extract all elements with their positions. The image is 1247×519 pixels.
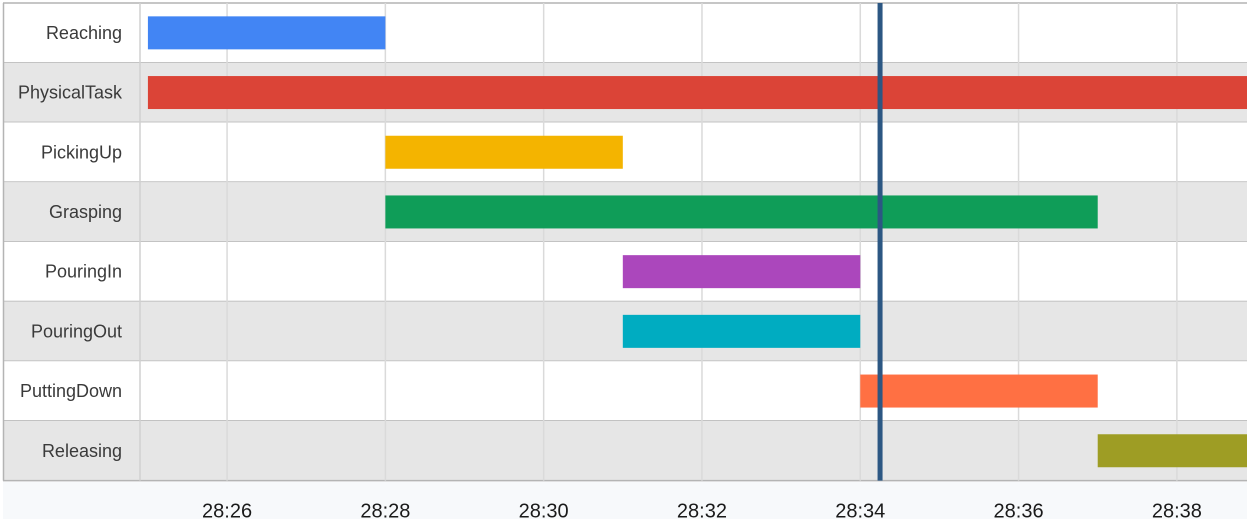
- x-axis: 28:26 28:28 28:30 28:32 28:34 28:36 28:38: [3, 481, 1247, 519]
- task-bar: [622, 255, 861, 289]
- row-backgrounds: [2, 2, 1247, 482]
- row-label: Releasing: [42, 441, 122, 461]
- row-background: [3, 122, 1247, 183]
- task-bar: [147, 16, 386, 50]
- current-time-marker: [877, 3, 883, 481]
- x-tick-label: 28:34: [835, 501, 885, 519]
- x-tick-label: 28:36: [994, 501, 1044, 519]
- task-bars: [147, 16, 1247, 468]
- x-tick-label: 28:30: [519, 501, 569, 519]
- row-label: PhysicalTask: [18, 83, 123, 103]
- row-label: PouringIn: [45, 262, 122, 282]
- task-bar: [1097, 434, 1247, 468]
- task-bar: [622, 314, 861, 348]
- axis-background: [3, 481, 1247, 519]
- x-tick-label: 28:32: [677, 501, 727, 519]
- current-time-line: [877, 3, 883, 481]
- x-tick-label: 28:28: [360, 501, 410, 519]
- x-tick-label: 28:38: [1152, 501, 1202, 519]
- task-bar: [147, 76, 1247, 110]
- task-bar: [385, 195, 1098, 229]
- row-label: PickingUp: [41, 142, 122, 162]
- row-label: Grasping: [49, 202, 122, 222]
- row-label: PuttingDown: [20, 381, 122, 401]
- row-labels: Reaching PhysicalTask PickingUp Grasping Pou…: [18, 23, 123, 461]
- task-bar: [385, 135, 623, 169]
- row-background: [3, 420, 1247, 481]
- row-label: PouringOut: [31, 321, 122, 341]
- task-bar: [860, 374, 1098, 408]
- row-label: Reaching: [46, 23, 122, 43]
- x-tick-label: 28:26: [202, 501, 252, 519]
